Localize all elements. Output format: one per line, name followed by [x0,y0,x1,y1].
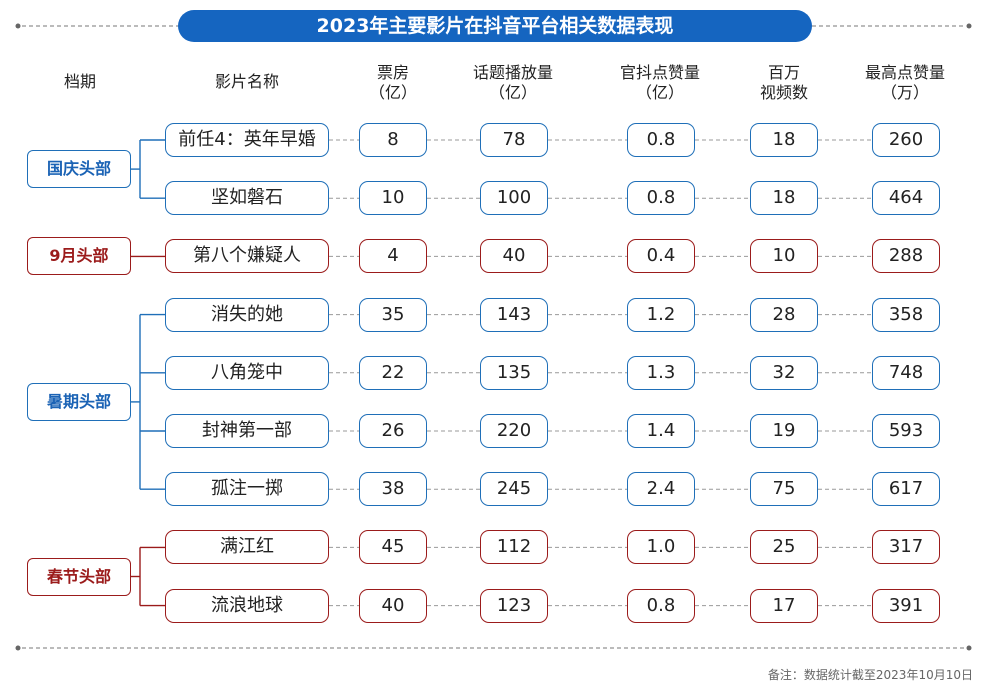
peak-cell: 358 [872,297,940,332]
topic-cell: 220 [480,414,548,448]
film-name-cell: 封神第一部 [165,414,329,448]
peak-cell: 260 [872,123,940,157]
header-peak-line1: 最高点赞量 [864,63,945,82]
footnote: 备注：数据统计截至2023年10月10日 [767,668,973,682]
separator-dot [15,645,21,651]
header-videos: 百万 视频数 [724,63,844,103]
header-film: 影片名称 [214,72,279,91]
film-name-cell: 八角笼中 [165,355,329,390]
film-name-cell: 消失的她 [165,297,329,332]
period-label: 9月头部 [27,237,131,276]
header-likes-line2: （亿） [635,83,684,102]
film-name-cell: 孤注一掷 [165,472,329,507]
header-box-line2: （亿） [368,83,417,102]
topic-cell: 100 [480,181,548,216]
box-cell: 10 [359,181,427,216]
box-cell: 40 [359,588,427,623]
peak-cell: 464 [872,181,940,216]
header-topic-line1: 话题播放量 [472,63,553,82]
chart-title: 2023年主要影片在抖音平台相关数据表现 [178,10,812,42]
period-label: 春节头部 [27,557,131,596]
box-cell: 8 [359,123,427,157]
box-cell: 26 [359,414,427,448]
videos-cell: 17 [750,588,818,623]
likes-cell: 1.3 [627,355,695,390]
header-topic: 话题播放量 （亿） [453,63,573,103]
separator-dot [966,23,972,29]
likes-cell: 1.0 [627,530,695,565]
peak-cell: 617 [872,472,940,507]
likes-cell: 1.4 [627,414,695,448]
header-likes-line1: 官抖点赞量 [619,63,700,82]
videos-cell: 10 [750,239,818,274]
likes-cell: 0.4 [627,239,695,274]
likes-cell: 0.8 [627,181,695,216]
videos-cell: 75 [750,472,818,507]
topic-cell: 123 [480,588,548,623]
box-cell: 4 [359,239,427,274]
separator-dot [15,23,21,29]
box-cell: 22 [359,355,427,390]
header-box-line1: 票房 [376,63,409,82]
box-cell: 45 [359,530,427,565]
header-box: 票房 （亿） [333,63,453,103]
peak-cell: 391 [872,588,940,623]
box-cell: 38 [359,472,427,507]
film-name-cell: 第八个嫌疑人 [165,239,329,274]
topic-cell: 245 [480,472,548,507]
videos-cell: 18 [750,181,818,216]
likes-cell: 0.8 [627,588,695,623]
topic-cell: 135 [480,355,548,390]
film-name-cell: 流浪地球 [165,588,329,623]
header-videos-line1: 百万 [767,63,800,82]
topic-cell: 112 [480,530,548,565]
videos-cell: 18 [750,123,818,157]
likes-cell: 2.4 [627,472,695,507]
header-peak-line2: （万） [880,83,929,102]
videos-cell: 28 [750,297,818,332]
header-topic-line2: （亿） [488,83,537,102]
film-name-cell: 满江红 [165,530,329,565]
film-name-cell: 坚如磐石 [165,181,329,216]
peak-cell: 288 [872,239,940,274]
header-peak: 最高点赞量 （万） [845,63,965,103]
header-videos-line2: 视频数 [759,83,808,102]
peak-cell: 317 [872,530,940,565]
separator-dot [966,645,972,651]
period-label: 国庆头部 [27,150,131,189]
peak-cell: 748 [872,355,940,390]
header-period: 档期 [63,72,96,91]
likes-cell: 1.2 [627,297,695,332]
topic-cell: 78 [480,123,548,157]
header-likes: 官抖点赞量 （亿） [600,63,720,103]
film-name-cell: 前任4：英年早婚 [165,123,329,157]
videos-cell: 32 [750,355,818,390]
videos-cell: 25 [750,530,818,565]
videos-cell: 19 [750,414,818,448]
topic-cell: 143 [480,297,548,332]
likes-cell: 0.8 [627,123,695,157]
topic-cell: 40 [480,239,548,274]
box-cell: 35 [359,297,427,332]
peak-cell: 593 [872,414,940,448]
period-label: 暑期头部 [27,382,131,421]
